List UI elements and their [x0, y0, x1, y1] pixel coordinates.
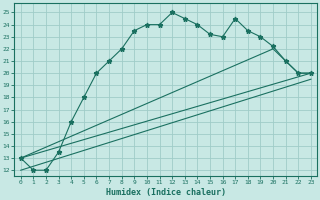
X-axis label: Humidex (Indice chaleur): Humidex (Indice chaleur) — [106, 188, 226, 197]
